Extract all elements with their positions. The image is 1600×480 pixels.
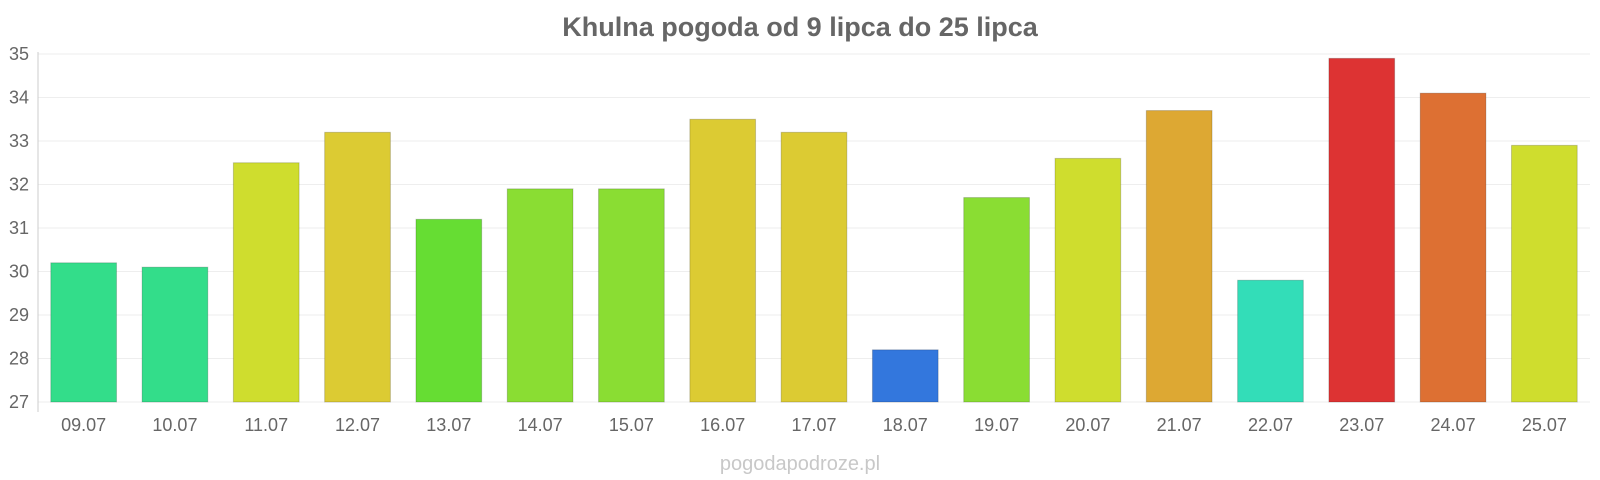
y-tick-label: 33 <box>9 131 29 151</box>
x-tick-label: 18.07 <box>883 415 928 435</box>
x-tick-label: 10.07 <box>152 415 197 435</box>
x-tick-label: 19.07 <box>974 415 1019 435</box>
x-tick-label: 11.07 <box>244 415 288 435</box>
x-tick-label: 20.07 <box>1065 415 1110 435</box>
y-tick-label: 30 <box>9 262 29 282</box>
x-tick-label: 14.07 <box>518 415 563 435</box>
bar <box>50 262 118 403</box>
x-tick-label: 09.07 <box>61 415 106 435</box>
bar <box>141 266 209 403</box>
y-tick-label: 34 <box>9 88 29 108</box>
x-tick-label: 16.07 <box>700 415 745 435</box>
bar <box>689 118 757 403</box>
bar <box>1419 92 1487 403</box>
bar <box>232 162 300 403</box>
bar <box>1328 57 1396 403</box>
bar <box>871 349 939 403</box>
bar <box>415 218 483 403</box>
bars <box>50 57 1578 403</box>
x-tick-label: 22.07 <box>1248 415 1293 435</box>
bar <box>1237 279 1304 403</box>
x-tick-label: 23.07 <box>1339 415 1384 435</box>
x-tick-label: 15.07 <box>609 415 654 435</box>
bar <box>324 131 391 403</box>
y-tick-label: 31 <box>9 218 29 238</box>
y-tick-label: 27 <box>9 392 29 412</box>
bar <box>780 131 848 403</box>
x-tick-label: 13.07 <box>426 415 471 435</box>
watermark: pogodapodroze.pl <box>720 453 880 475</box>
y-axis-ticks: 27 28 29 30 31 32 33 34 35 <box>9 44 29 412</box>
y-tick-label: 29 <box>9 305 29 325</box>
y-tick-label: 32 <box>9 175 29 195</box>
x-axis-ticks: 09.07 10.07 11.07 12.07 13.07 14.07 15.07 16.07… <box>61 415 1567 435</box>
bar <box>963 197 1030 403</box>
x-tick-label: 17.07 <box>791 415 836 435</box>
chart-title: Khulna pogoda od 9 lipca do 25 lipca <box>562 12 1039 42</box>
y-tick-label: 28 <box>9 349 29 369</box>
bar <box>1145 110 1213 403</box>
y-tick-label: 35 <box>9 44 29 64</box>
bar <box>1510 144 1578 403</box>
x-tick-label: 24.07 <box>1431 415 1476 435</box>
x-tick-label: 21.07 <box>1157 415 1202 435</box>
bar <box>1054 157 1122 403</box>
bar <box>598 188 665 403</box>
x-tick-label: 25.07 <box>1522 415 1567 435</box>
bar <box>506 188 574 403</box>
x-tick-label: 12.07 <box>335 415 380 435</box>
